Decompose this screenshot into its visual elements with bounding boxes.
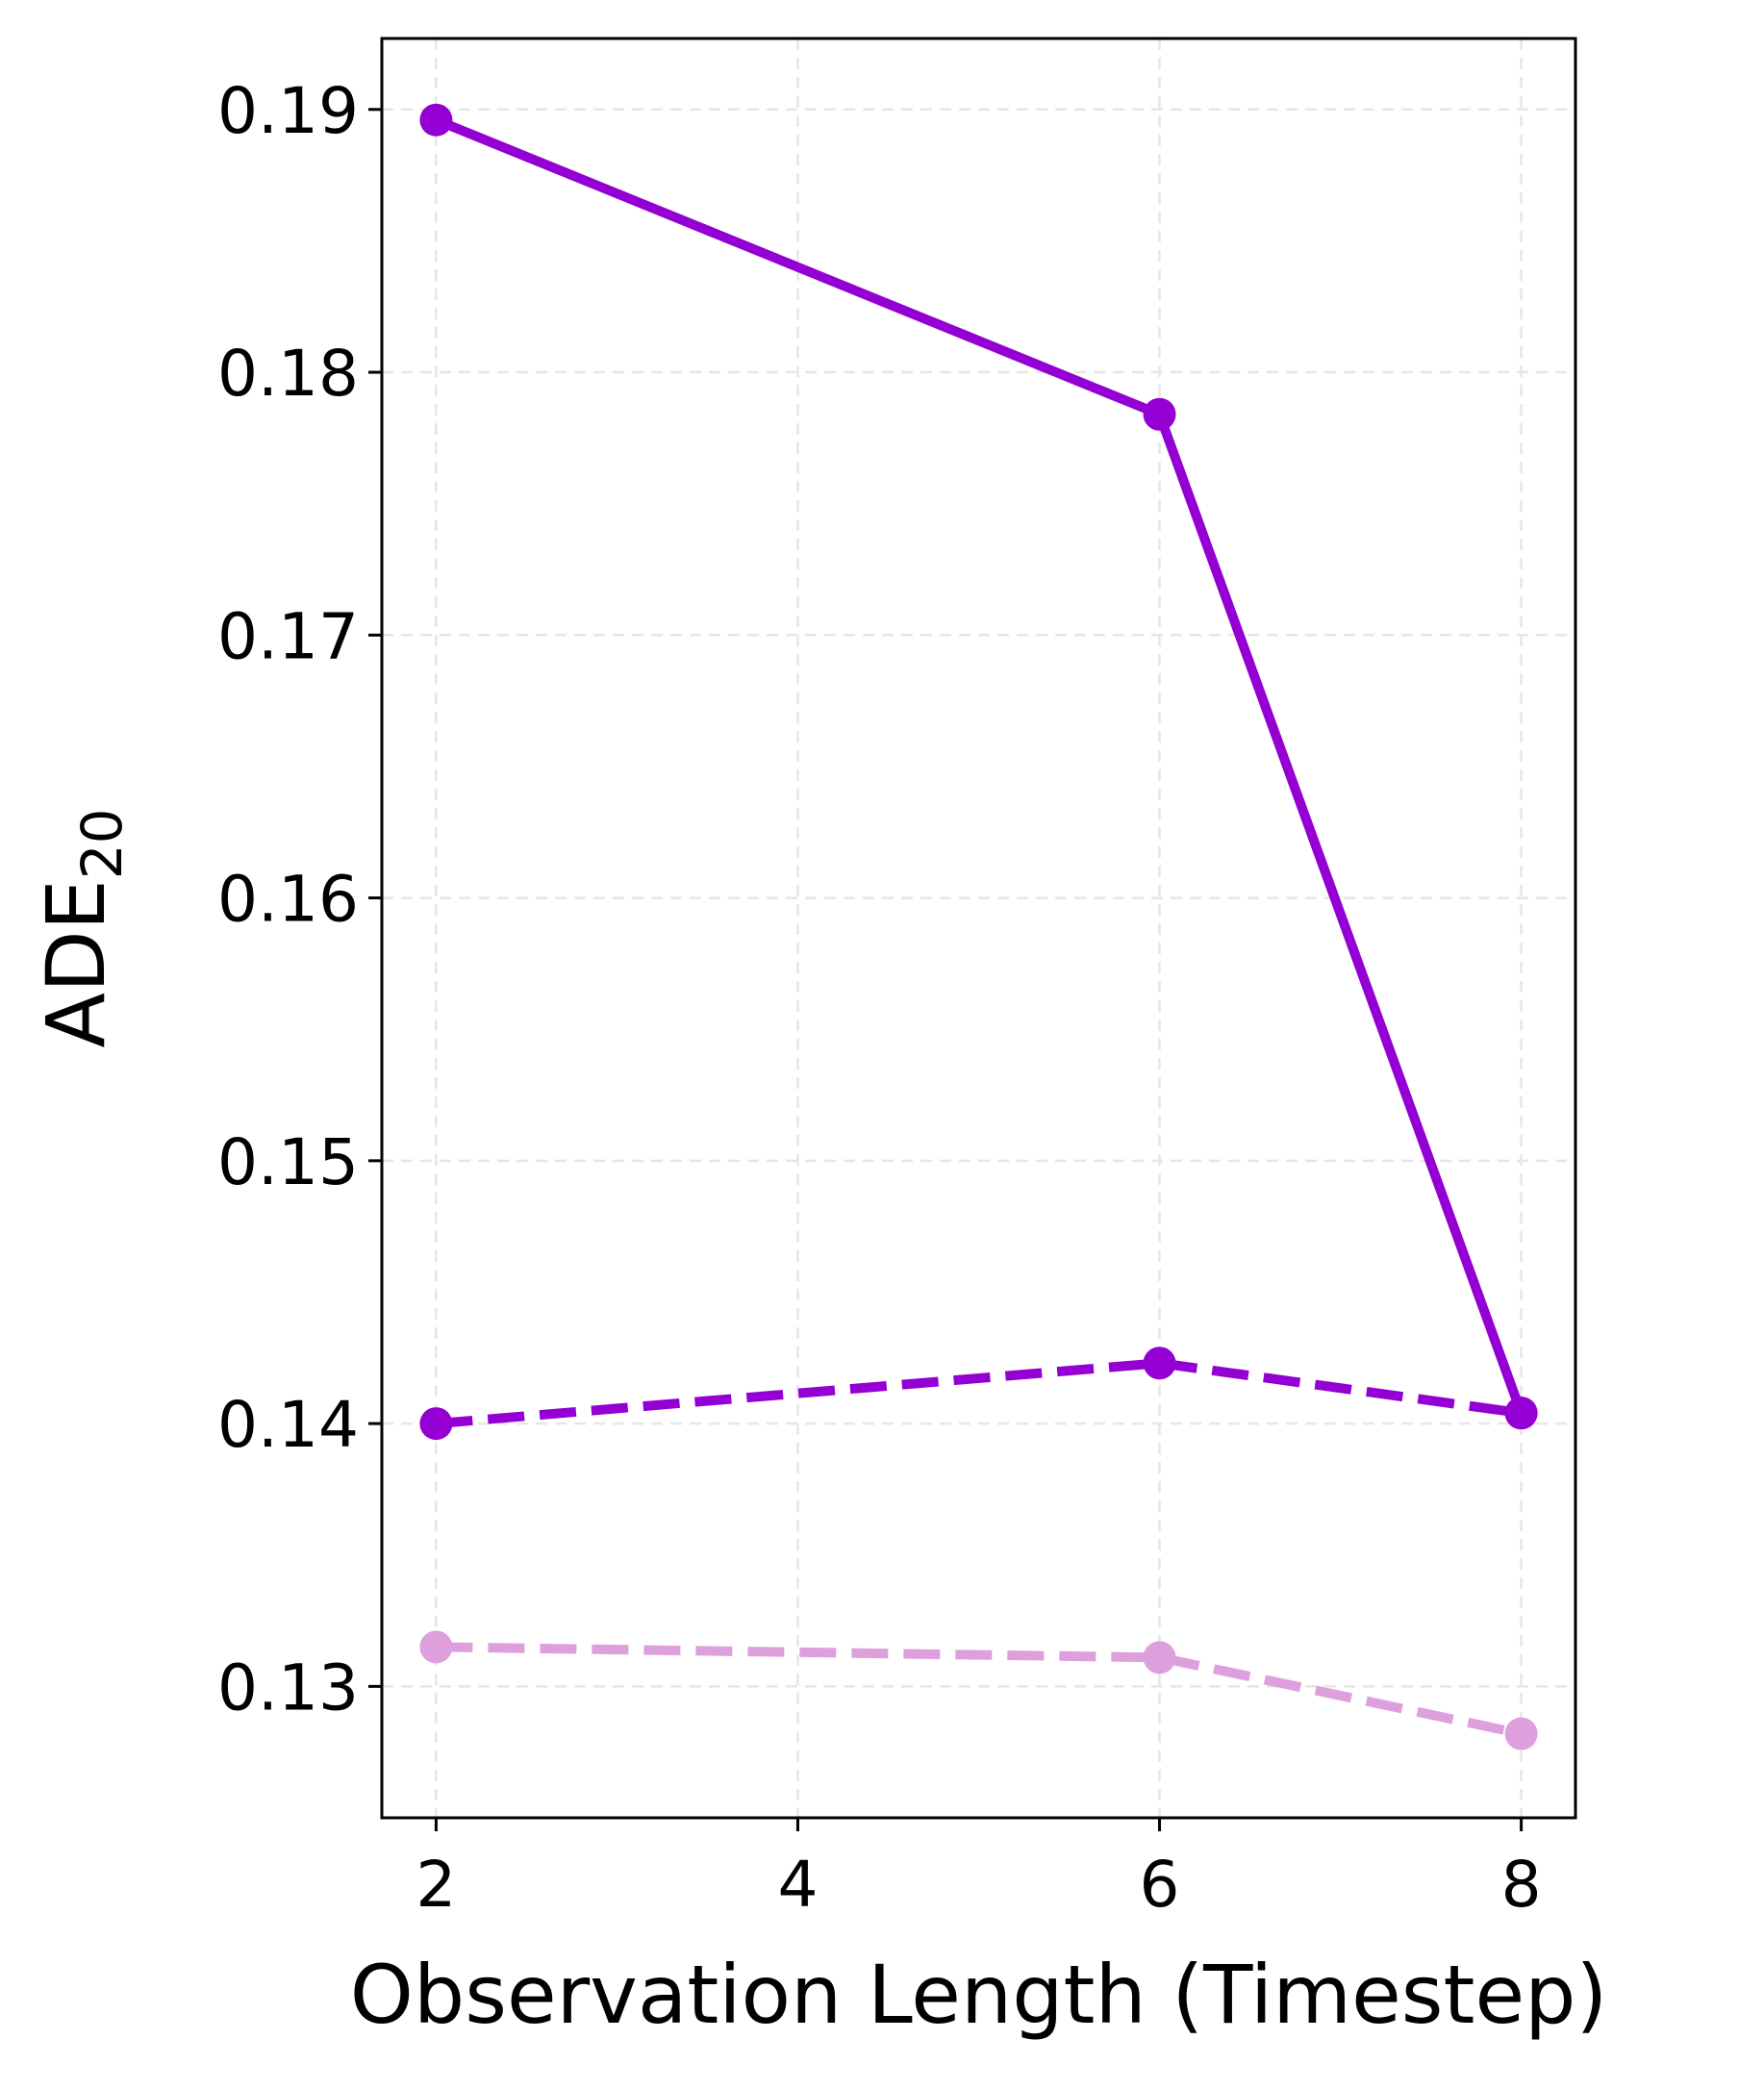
y-axis-title-main: ADE [29, 879, 123, 1047]
series-1-point [419, 103, 453, 137]
y-axis-title: ADE20 [29, 808, 135, 1047]
y-tick-label: 0.17 [217, 599, 359, 673]
y-axis-title-subscript: 20 [69, 808, 135, 879]
x-tick-label: 6 [1140, 1848, 1180, 1922]
series-2 [419, 1347, 1538, 1441]
y-tick-label: 0.18 [217, 337, 359, 411]
series-3-point [1504, 1717, 1538, 1750]
series-3-point [1143, 1641, 1176, 1675]
series-1-point [1143, 397, 1176, 431]
series-2-point [1143, 1347, 1176, 1380]
series-layer [419, 103, 1538, 1750]
plot-frame [380, 37, 1577, 1820]
series-3 [419, 1630, 1538, 1750]
series-2-line [435, 1358, 1523, 1429]
series-3-point [419, 1630, 453, 1664]
series-2-point [419, 1407, 453, 1441]
y-tick-label: 0.14 [217, 1388, 359, 1462]
series-1 [419, 103, 1538, 1430]
y-tick-label: 0.15 [217, 1125, 359, 1199]
grid-layer [382, 38, 1575, 1818]
y-tick-label: 0.16 [217, 863, 359, 937]
x-axis-title: Observation Length (Timestep) [350, 1948, 1607, 2042]
series-2-point [1504, 1397, 1538, 1430]
y-tick-label: 0.13 [217, 1650, 359, 1725]
x-tick-label: 8 [1501, 1848, 1542, 1922]
tick-layer: 2 4 6 8 0.13 0.14 0.15 0.16 0.17 0.18 0.19 [217, 74, 1542, 1922]
series-1-line [434, 115, 1526, 1415]
y-tick-label: 0.19 [217, 74, 359, 148]
x-tick-label: 4 [777, 1848, 818, 1922]
series-3-line [436, 1642, 1523, 1739]
x-tick-label: 2 [416, 1848, 456, 1922]
